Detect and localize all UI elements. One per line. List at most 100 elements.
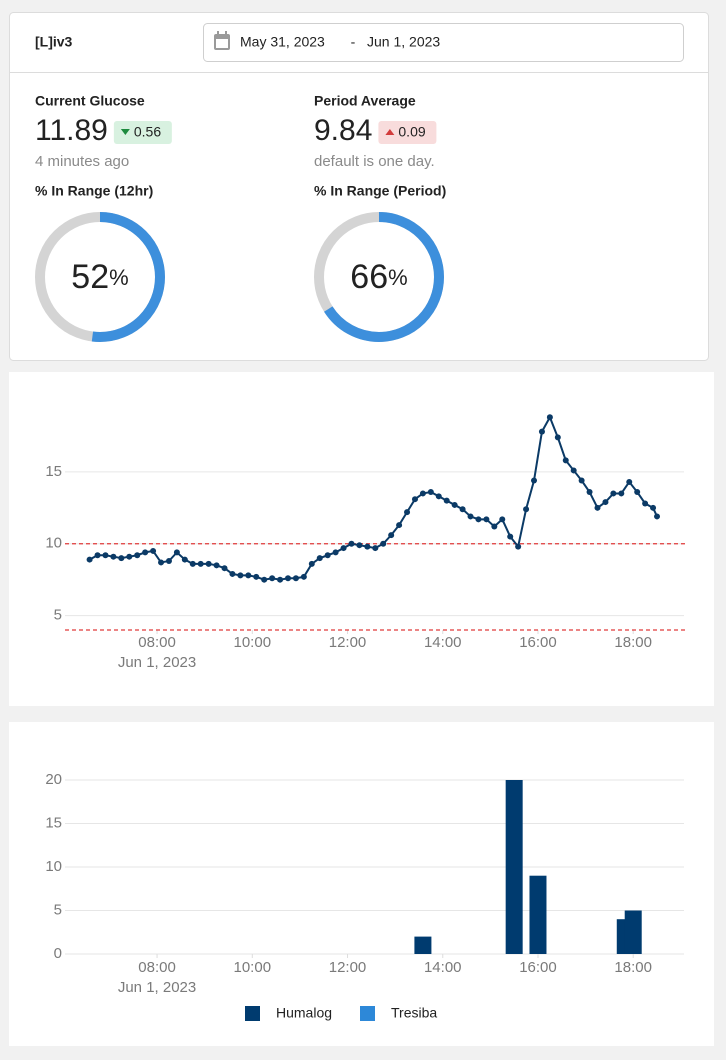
glucose-point xyxy=(221,565,228,572)
glucose-chart-card xyxy=(9,372,714,706)
bar xyxy=(505,780,523,954)
delta-arrow xyxy=(120,129,130,135)
glucose-point xyxy=(86,556,93,563)
stat-note: default is one day. xyxy=(314,153,435,170)
x-tick-label: 16:00 xyxy=(519,959,557,976)
bar xyxy=(624,910,642,954)
y-tick-label: 15 xyxy=(45,814,62,831)
glucose-point xyxy=(134,552,141,559)
x-tick-label: 12:00 xyxy=(329,959,367,976)
donut-arc xyxy=(35,212,165,342)
date-range-picker[interactable] xyxy=(203,23,684,62)
glucose-point xyxy=(594,504,601,511)
glucose-point xyxy=(213,562,220,569)
glucose-point xyxy=(570,467,577,474)
y-tick-label: 15 xyxy=(45,463,62,480)
donut-label: 66% xyxy=(350,258,407,296)
glucose-point xyxy=(380,540,387,547)
stat-label: Current Glucose xyxy=(35,93,145,109)
delta-badge xyxy=(378,121,437,144)
stat-note: 4 minutes ago xyxy=(35,153,129,170)
glucose-point xyxy=(650,504,657,511)
stat-label: Period Average xyxy=(314,93,416,109)
glucose-point xyxy=(173,549,180,556)
glucose-point xyxy=(610,490,617,497)
delta-value: 0.56 xyxy=(134,124,161,140)
donut-unit: % xyxy=(388,265,408,290)
legend-label: Humalog xyxy=(276,1005,332,1021)
glucose-point xyxy=(253,573,260,580)
donut-value: 52 xyxy=(71,258,109,296)
glucose-point xyxy=(165,558,172,564)
y-tick-label: 10 xyxy=(45,858,62,875)
glucose-point xyxy=(189,560,196,567)
glucose-point xyxy=(483,516,490,523)
glucose-point xyxy=(316,555,323,562)
glucose-point xyxy=(94,552,101,559)
glucose-point xyxy=(150,547,157,554)
glucose-point xyxy=(435,493,442,500)
glucose-point xyxy=(292,575,299,582)
y-tick-label: 10 xyxy=(45,535,62,552)
x-tick-label: 12:00 xyxy=(329,634,367,651)
y-tick-label: 20 xyxy=(45,771,62,788)
glucose-point xyxy=(205,560,212,567)
delta-badge xyxy=(113,121,172,144)
glucose-point xyxy=(634,489,641,495)
glucose-point xyxy=(324,552,331,559)
glucose-point xyxy=(654,513,661,520)
summary-card xyxy=(9,12,709,361)
donut-label: 52% xyxy=(71,258,128,296)
glucose-point xyxy=(586,489,593,495)
bar xyxy=(529,875,547,954)
date-end: Jun 1, 2023 xyxy=(367,34,440,50)
glucose-point xyxy=(578,477,585,484)
x-date-label: Jun 1, 2023 xyxy=(118,979,196,996)
bar xyxy=(414,936,432,954)
range-label: % In Range (12hr) xyxy=(35,183,153,199)
glucose-point xyxy=(158,559,165,566)
x-tick-label: 10:00 xyxy=(234,634,272,651)
glucose-point xyxy=(110,553,117,560)
glucose-point xyxy=(515,543,522,550)
glucose-point xyxy=(618,490,625,497)
glucose-point xyxy=(118,555,125,562)
x-tick-label: 08:00 xyxy=(138,959,176,976)
glucose-point xyxy=(427,489,434,495)
delta-value: 0.09 xyxy=(398,124,425,140)
glucose-point xyxy=(396,522,403,529)
glucose-point xyxy=(181,556,188,563)
glucose-point xyxy=(546,414,553,421)
x-tick-label: 14:00 xyxy=(424,634,462,651)
x-date-label: Jun 1, 2023 xyxy=(118,654,196,671)
glucose-point xyxy=(451,501,458,508)
glucose-point xyxy=(404,509,411,516)
legend-swatch xyxy=(360,1006,375,1021)
date-separator: - xyxy=(351,34,356,50)
glucose-point xyxy=(626,478,633,485)
glucose-point xyxy=(269,575,276,582)
glucose-point xyxy=(562,457,569,464)
glucose-point xyxy=(507,533,514,540)
glucose-point xyxy=(491,523,498,530)
glucose-point xyxy=(459,506,466,513)
glucose-point xyxy=(300,573,307,580)
glucose-point xyxy=(348,540,355,547)
glucose-point xyxy=(443,497,450,504)
insulin-chart-card xyxy=(9,722,714,1046)
legend-swatch xyxy=(245,1006,260,1021)
x-tick-label: 10:00 xyxy=(234,959,272,976)
donut-unit: % xyxy=(109,265,129,290)
range-label: % In Range (Period) xyxy=(314,183,446,199)
stat-value: 9.84 xyxy=(314,114,372,147)
glucose-point xyxy=(332,549,339,556)
y-tick-label: 5 xyxy=(54,607,62,624)
x-tick-label: 18:00 xyxy=(614,959,652,976)
delta-arrow xyxy=(385,129,395,135)
glucose-point xyxy=(237,572,244,579)
glucose-point xyxy=(364,543,371,550)
glucose-point xyxy=(277,576,284,583)
calendar-icon xyxy=(214,31,230,50)
x-tick-label: 08:00 xyxy=(138,634,176,651)
